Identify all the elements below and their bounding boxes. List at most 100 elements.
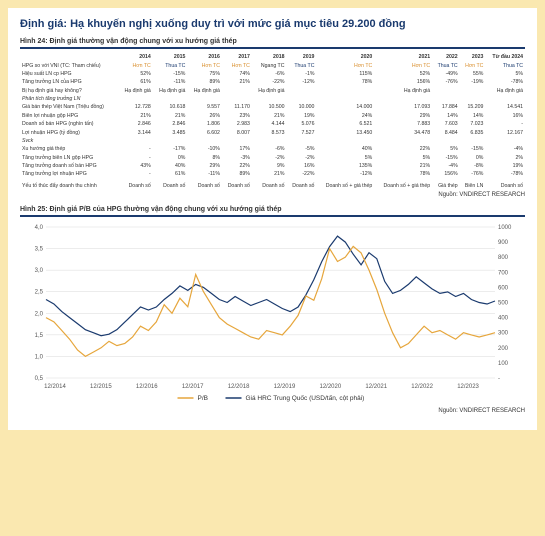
- cell: 29%: [374, 112, 432, 120]
- cell: Doanh số: [286, 182, 316, 190]
- cell: 78%: [316, 78, 374, 86]
- svg-text:12/2016: 12/2016: [136, 384, 158, 390]
- cell: 10.000: [286, 103, 316, 111]
- cell: 61%: [118, 78, 153, 86]
- year-header: 2018: [252, 53, 287, 61]
- cell: -4%: [485, 145, 525, 153]
- year-header: 2015: [153, 53, 188, 61]
- cell: 19%: [485, 162, 525, 170]
- cell: 24%: [316, 112, 374, 120]
- report-page: Định giá: Hạ khuyến nghị xuống duy trì v…: [8, 8, 537, 430]
- cell: 9.557: [187, 103, 222, 111]
- cell: -22%: [286, 170, 316, 178]
- cell: 10.500: [252, 103, 287, 111]
- cell: 14.000: [316, 103, 374, 111]
- cell: 21%: [374, 162, 432, 170]
- cell: Hơn TC: [187, 61, 222, 69]
- svg-text:1,0: 1,0: [35, 354, 44, 360]
- cell: 12.728: [118, 103, 153, 111]
- cell: 7.883: [374, 120, 432, 128]
- cell: 2.983: [222, 120, 252, 128]
- svg-text:12/2015: 12/2015: [90, 384, 112, 390]
- cell: 8.573: [252, 128, 287, 136]
- row-label: HPG so với VNI (TC: Tham chiếu): [20, 61, 118, 69]
- valuation-table: 2014201520162017201820192020202120222023…: [20, 53, 525, 190]
- row-label: Tăng trưởng biên LN gộp HPG: [20, 154, 118, 162]
- cell: 15.209: [460, 103, 486, 111]
- cell: 40%: [316, 145, 374, 153]
- cell: 156%: [374, 78, 432, 86]
- cell: 14%: [460, 112, 486, 120]
- svg-text:1000: 1000: [498, 225, 512, 231]
- cell: -78%: [485, 78, 525, 86]
- cell: -76%: [460, 170, 486, 178]
- cell: 7.527: [286, 128, 316, 136]
- row-label: Biên lợi nhuận gộp HPG: [20, 112, 118, 120]
- cell: Hơn TC: [460, 61, 486, 69]
- cell: -19%: [460, 78, 486, 86]
- year-header: 2023: [460, 53, 486, 61]
- svg-text:12/2019: 12/2019: [274, 384, 296, 390]
- cell: -49%: [432, 70, 460, 78]
- cell: -11%: [153, 78, 188, 86]
- row-label: Bị hạ định giá hay không?: [20, 87, 118, 95]
- cell: 89%: [187, 78, 222, 86]
- page-title: Định giá: Hạ khuyến nghị xuống duy trì v…: [20, 18, 525, 30]
- cell: Doanh số: [153, 182, 188, 190]
- cell: 8%: [187, 154, 222, 162]
- year-header: 2016: [187, 53, 222, 61]
- cell: Doanh số: [252, 182, 287, 190]
- svg-text:400: 400: [498, 316, 509, 322]
- cell: -3%: [222, 154, 252, 162]
- cell: 17.093: [374, 103, 432, 111]
- cell: -2%: [286, 154, 316, 162]
- cell: 1.806: [187, 120, 222, 128]
- cell: -6%: [252, 70, 287, 78]
- cell: -: [118, 154, 153, 162]
- svg-text:12/2017: 12/2017: [182, 384, 204, 390]
- row-label: Hiệu suất LN cp HPG: [20, 70, 118, 78]
- cell: Hơn TC: [316, 61, 374, 69]
- cell: -10%: [187, 145, 222, 153]
- cell: [222, 87, 252, 95]
- cell: 17.884: [432, 103, 460, 111]
- divider-2: [20, 215, 525, 217]
- cell: 5.076: [286, 120, 316, 128]
- cell: Hạ định giá: [485, 87, 525, 95]
- cell: 14.541: [485, 103, 525, 111]
- svg-text:0,5: 0,5: [35, 376, 44, 382]
- row-label: Tăng trưởng LN của HPG: [20, 78, 118, 86]
- cell: [460, 87, 486, 95]
- cell: Giá thép: [432, 182, 460, 190]
- row-label: Xu hướng giá thép: [20, 145, 118, 153]
- cell: Hơn TC: [118, 61, 153, 69]
- year-header: 2017: [222, 53, 252, 61]
- svg-text:P/B: P/B: [198, 395, 208, 402]
- cell: Hơn TC: [222, 61, 252, 69]
- cell: -15%: [153, 70, 188, 78]
- cell: Hạ định giá: [374, 87, 432, 95]
- cell: Thua TC: [153, 61, 188, 69]
- cell: Hạ định giá: [187, 87, 222, 95]
- cell: Doanh số: [485, 182, 525, 190]
- cell: [286, 87, 316, 95]
- cell: -1%: [286, 70, 316, 78]
- cell: 6.835: [460, 128, 486, 136]
- row-label: Giá bán thép Việt Nam (Triệu đồng): [20, 103, 118, 111]
- cell: Doanh số: [222, 182, 252, 190]
- svg-text:500: 500: [498, 301, 509, 307]
- year-header: 2021: [374, 53, 432, 61]
- year-header: 2014: [118, 53, 153, 61]
- svg-text:200: 200: [498, 346, 509, 352]
- cell: 40%: [153, 162, 188, 170]
- cell: 11.170: [222, 103, 252, 111]
- cell: 8.007: [222, 128, 252, 136]
- cell: -78%: [485, 170, 525, 178]
- cell: -11%: [187, 170, 222, 178]
- cell: [432, 87, 460, 95]
- cell: 16%: [286, 162, 316, 170]
- cell: -12%: [286, 78, 316, 86]
- svg-text:2,5: 2,5: [35, 290, 44, 296]
- svg-text:12/2023: 12/2023: [457, 384, 479, 390]
- cell: 8.484: [432, 128, 460, 136]
